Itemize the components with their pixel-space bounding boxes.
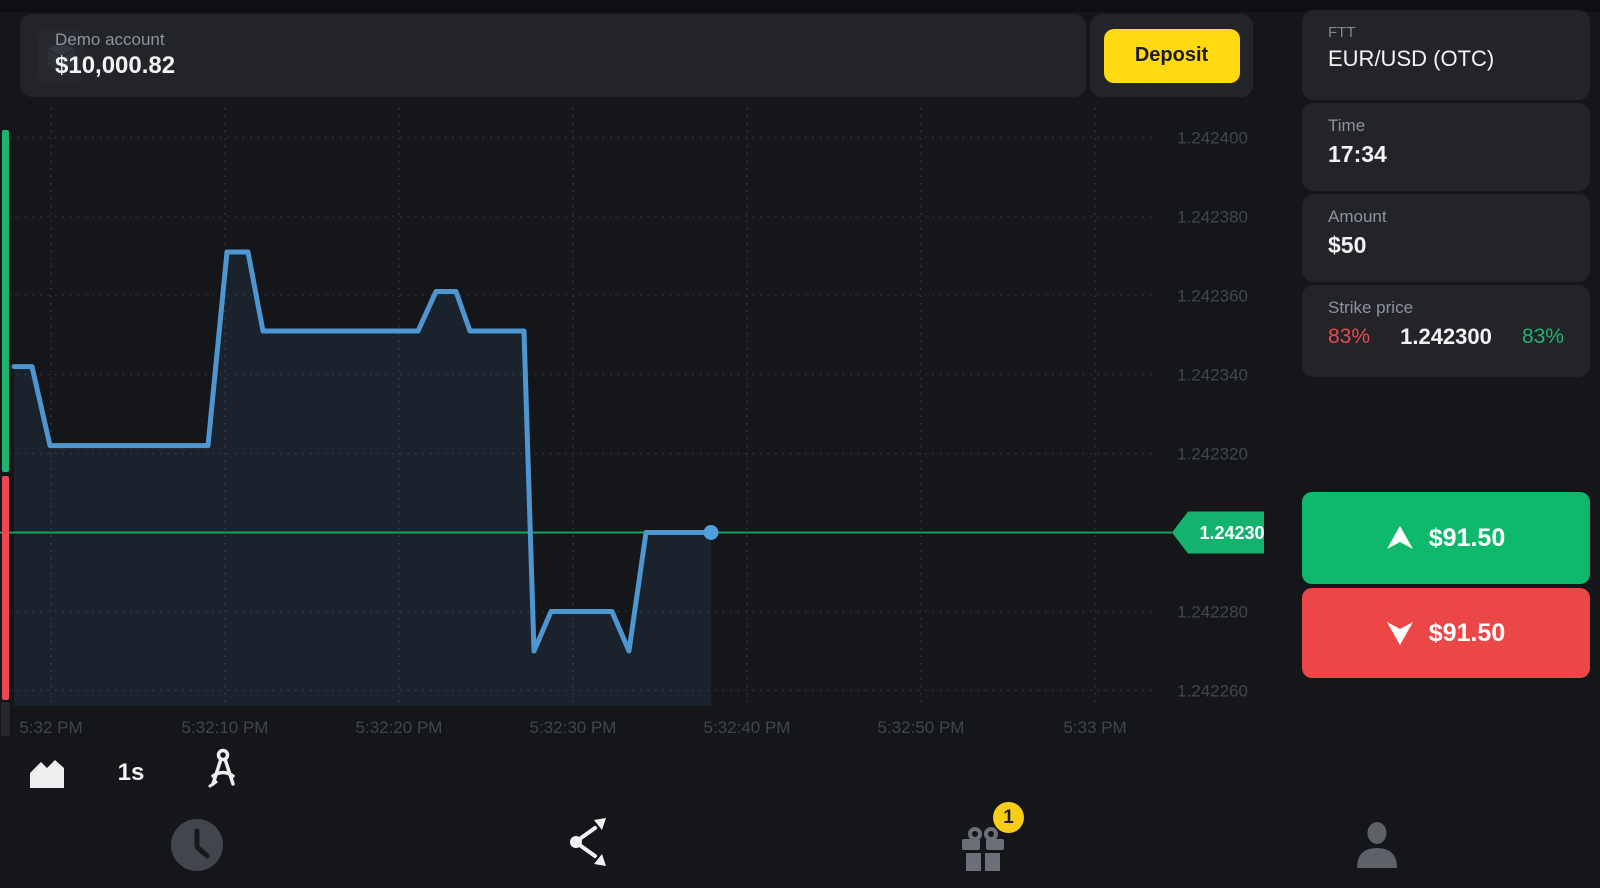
svg-text:5:32:30 PM: 5:32:30 PM xyxy=(530,718,617,737)
open-trades-button[interactable] xyxy=(552,805,628,881)
down-arrow-icon xyxy=(1386,622,1413,645)
svg-text:5:32 PM: 5:32 PM xyxy=(19,718,82,737)
buy-up-button[interactable]: $91.50 xyxy=(1302,492,1590,584)
svg-text:5:32:40 PM: 5:32:40 PM xyxy=(704,718,791,737)
price-line xyxy=(11,249,714,654)
account-type-icon xyxy=(38,29,84,83)
svg-text:1.242280: 1.242280 xyxy=(1177,603,1248,622)
amount-control[interactable]: Amount $50 xyxy=(1302,194,1590,282)
svg-text:5:33 PM: 5:33 PM xyxy=(1063,718,1126,737)
sentiment-bar-base xyxy=(1,702,10,736)
svg-text:5:32:50 PM: 5:32:50 PM xyxy=(878,718,965,737)
up-arrow-icon xyxy=(1386,526,1413,549)
amount-value: $50 xyxy=(1328,232,1367,259)
trades-arrows-icon xyxy=(570,817,606,866)
price-area-fill xyxy=(14,252,711,707)
strike-price-tag xyxy=(1172,511,1264,554)
payout-percent-down: 83% xyxy=(1328,325,1371,349)
asset-name: EUR/USD (OTC) xyxy=(1328,46,1495,71)
sentiment-bar-up xyxy=(2,130,9,472)
promotions-button[interactable]: 1 xyxy=(945,800,1024,884)
strike-label: Strike price xyxy=(1328,298,1414,317)
payout-percent-up: 83% xyxy=(1521,325,1564,349)
profile-button[interactable] xyxy=(1339,808,1415,884)
asset-type-label: FTT xyxy=(1328,24,1356,41)
deposit-card: Deposit xyxy=(1090,14,1253,97)
sentiment-bar-down xyxy=(2,476,9,700)
svg-text:1.242380: 1.242380 xyxy=(1177,208,1248,227)
time-value: 17:34 xyxy=(1328,141,1387,168)
svg-text:1.242360: 1.242360 xyxy=(1177,287,1248,306)
svg-text:1.242320: 1.242320 xyxy=(1177,445,1248,464)
chart-svg: 1.242400 1.242380 1.242360 1.242340 1.242320… xyxy=(0,108,1264,737)
svg-text:5:32:10 PM: 5:32:10 PM xyxy=(182,718,269,737)
top-strip xyxy=(0,0,1600,12)
svg-text:1.242340: 1.242340 xyxy=(1177,366,1248,385)
compass-icon xyxy=(208,748,235,787)
account-balance: $10,000.82 xyxy=(55,51,176,79)
deposit-button[interactable]: Deposit xyxy=(1103,28,1240,83)
sell-down-button[interactable]: $91.50 xyxy=(1302,588,1590,678)
area-chart-icon xyxy=(30,759,64,788)
clock-icon xyxy=(171,818,223,871)
sentiment-bar xyxy=(1,130,10,736)
strike-row: 83% 1.242300 83% xyxy=(1328,324,1590,350)
amount-label: Amount xyxy=(1328,207,1387,226)
timeframe-button[interactable]: 1s xyxy=(103,750,159,796)
svg-text:1.242260: 1.242260 xyxy=(1177,682,1248,701)
person-icon xyxy=(1357,821,1397,868)
gift-icon xyxy=(962,826,1004,871)
buy-payout: $91.50 xyxy=(1428,523,1506,552)
strike-price-value: 1.242300 xyxy=(1400,324,1492,350)
asset-selector[interactable]: FTT EUR/USD (OTC) xyxy=(1302,10,1590,100)
time-label: Time xyxy=(1328,116,1366,135)
current-price-dot xyxy=(703,525,719,540)
sell-payout: $91.50 xyxy=(1428,618,1506,647)
expiration-time-control[interactable]: Time 17:34 xyxy=(1302,103,1590,191)
trade-history-button[interactable] xyxy=(159,808,235,884)
account-switcher[interactable]: Demo account $10,000.82 xyxy=(20,14,1086,97)
drawing-tools-button[interactable] xyxy=(196,744,250,796)
gift-badge: 1 xyxy=(993,802,1024,833)
strike-price-control[interactable]: Strike price 83% 1.242300 83% xyxy=(1302,285,1590,377)
balance-block: Demo account $10,000.82 xyxy=(55,30,175,80)
svg-text:1.242400: 1.242400 xyxy=(1177,129,1248,148)
account-label: Demo account xyxy=(55,30,165,50)
chart-type-button[interactable] xyxy=(20,750,74,796)
strike-price-tag-text: 1.242300 xyxy=(1199,523,1264,543)
svg-text:5:32:20 PM: 5:32:20 PM xyxy=(356,718,443,737)
